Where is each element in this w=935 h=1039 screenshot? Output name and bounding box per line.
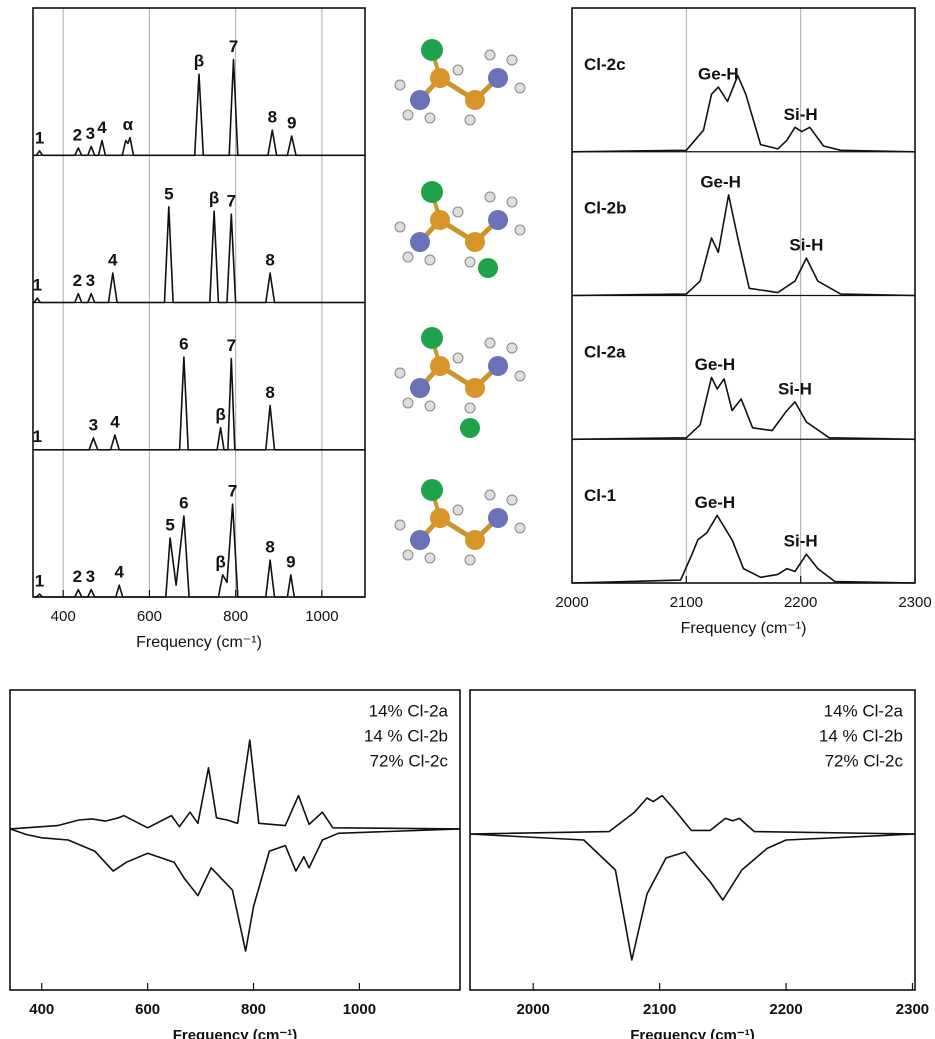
x-tick-label: 400 xyxy=(51,608,76,625)
x-tick-label: 2000 xyxy=(517,1001,550,1018)
peak-label: Ge-H xyxy=(695,355,736,374)
peak-label: 7 xyxy=(229,37,238,56)
peak-label: 8 xyxy=(265,538,274,557)
spectrum xyxy=(33,356,365,451)
peak-label: β xyxy=(209,189,219,208)
peak-label: β xyxy=(215,552,225,571)
composition-note: 72% Cl-2c xyxy=(370,751,449,770)
spectrum xyxy=(9,828,461,952)
composition-note: 14% Cl-2a xyxy=(824,701,904,720)
peak-label: 4 xyxy=(114,563,124,582)
x-tick-label: 800 xyxy=(223,608,248,625)
peak-label: β xyxy=(194,52,204,71)
spectrum xyxy=(33,503,365,598)
chlorine-atom xyxy=(460,418,480,438)
x-axis-label: Frequency (cm⁻¹) xyxy=(136,634,262,651)
x-axis-label: Frequency (cm⁻¹) xyxy=(630,1027,755,1039)
x-tick-label: 1000 xyxy=(305,608,338,625)
peak-label: 2 xyxy=(73,567,82,586)
peak-label: 3 xyxy=(86,124,95,143)
plot-frame xyxy=(9,689,461,991)
panel-label: Cl-2b xyxy=(584,199,627,218)
composition-note: 14 % Cl-2b xyxy=(364,726,448,745)
peak-label: Si-H xyxy=(778,379,812,398)
molecule xyxy=(395,181,525,267)
x-tick-label: 1000 xyxy=(343,1001,376,1018)
spectrum xyxy=(571,74,916,153)
composition-note: 14% Cl-2a xyxy=(369,701,449,720)
x-tick-label: 2200 xyxy=(769,1001,802,1018)
peak-label: Si-H xyxy=(784,532,818,551)
panel-label: Cl-2c xyxy=(584,55,626,74)
peak-label: 6 xyxy=(179,334,188,353)
spectrum xyxy=(571,376,916,441)
peak-label: 9 xyxy=(286,552,295,571)
molecule xyxy=(395,39,525,125)
peak-label: 6 xyxy=(179,493,188,512)
peak-label: 7 xyxy=(227,336,236,355)
peak-label: 1 xyxy=(35,572,44,591)
peak-label: Ge-H xyxy=(700,172,741,191)
plot-frame xyxy=(469,689,916,991)
peak-label: 8 xyxy=(268,108,277,127)
x-axis-label: Frequency (cm⁻¹) xyxy=(173,1027,298,1039)
peak-label: 4 xyxy=(110,413,120,432)
peak-label: 7 xyxy=(227,192,236,211)
peak-label: 8 xyxy=(265,383,274,402)
plot-frame xyxy=(571,7,916,584)
composition-note: 14 % Cl-2b xyxy=(819,726,903,745)
x-tick-label: 2100 xyxy=(643,1001,676,1018)
peak-label: 2 xyxy=(73,125,82,144)
x-axis-label: Frequency (cm⁻¹) xyxy=(681,620,807,637)
peak-label: 1 xyxy=(35,128,44,147)
spectrum xyxy=(9,739,461,830)
x-tick-label: 2000 xyxy=(555,594,588,611)
spectrum xyxy=(469,833,916,961)
panel-label: Cl-1 xyxy=(584,486,616,505)
peak-label: 3 xyxy=(89,415,98,434)
x-tick-label: 600 xyxy=(137,608,162,625)
spectrum xyxy=(571,194,916,297)
peak-label: Ge-H xyxy=(695,493,736,512)
peak-label: 4 xyxy=(97,118,107,137)
chlorine-atom xyxy=(478,258,498,278)
molecule xyxy=(395,479,525,565)
peak-label: 3 xyxy=(86,567,95,586)
x-tick-label: 2100 xyxy=(670,594,703,611)
peak-label: Si-H xyxy=(784,105,818,124)
molecule xyxy=(395,327,525,413)
spectrum xyxy=(33,206,365,304)
x-tick-label: 600 xyxy=(135,1001,160,1018)
peak-label: 9 xyxy=(287,114,296,133)
panel-label: Cl-2a xyxy=(584,342,626,361)
x-tick-label: 2200 xyxy=(784,594,817,611)
peak-label: 2 xyxy=(73,271,82,290)
peak-label: 3 xyxy=(86,271,95,290)
peak-label: Si-H xyxy=(789,236,823,255)
spectrum xyxy=(571,514,916,584)
x-tick-label: 400 xyxy=(29,1001,54,1018)
peak-label: β xyxy=(215,405,225,424)
peak-label: 5 xyxy=(164,184,173,203)
spectrum xyxy=(469,794,916,835)
x-tick-label: 2300 xyxy=(896,1001,929,1018)
peak-label: 1 xyxy=(33,427,42,446)
peak-label: 5 xyxy=(165,516,174,535)
peak-label: 8 xyxy=(265,251,274,270)
peak-label: 4 xyxy=(108,251,118,270)
peak-label: 1 xyxy=(33,276,42,295)
x-tick-label: 800 xyxy=(241,1001,266,1018)
spectrum xyxy=(33,58,365,157)
peak-label: 7 xyxy=(228,482,237,501)
composition-note: 72% Cl-2c xyxy=(825,751,904,770)
x-tick-label: 2300 xyxy=(898,594,931,611)
peak-label: α xyxy=(123,115,134,134)
peak-label: Ge-H xyxy=(698,65,739,84)
plot-frame xyxy=(32,7,366,598)
